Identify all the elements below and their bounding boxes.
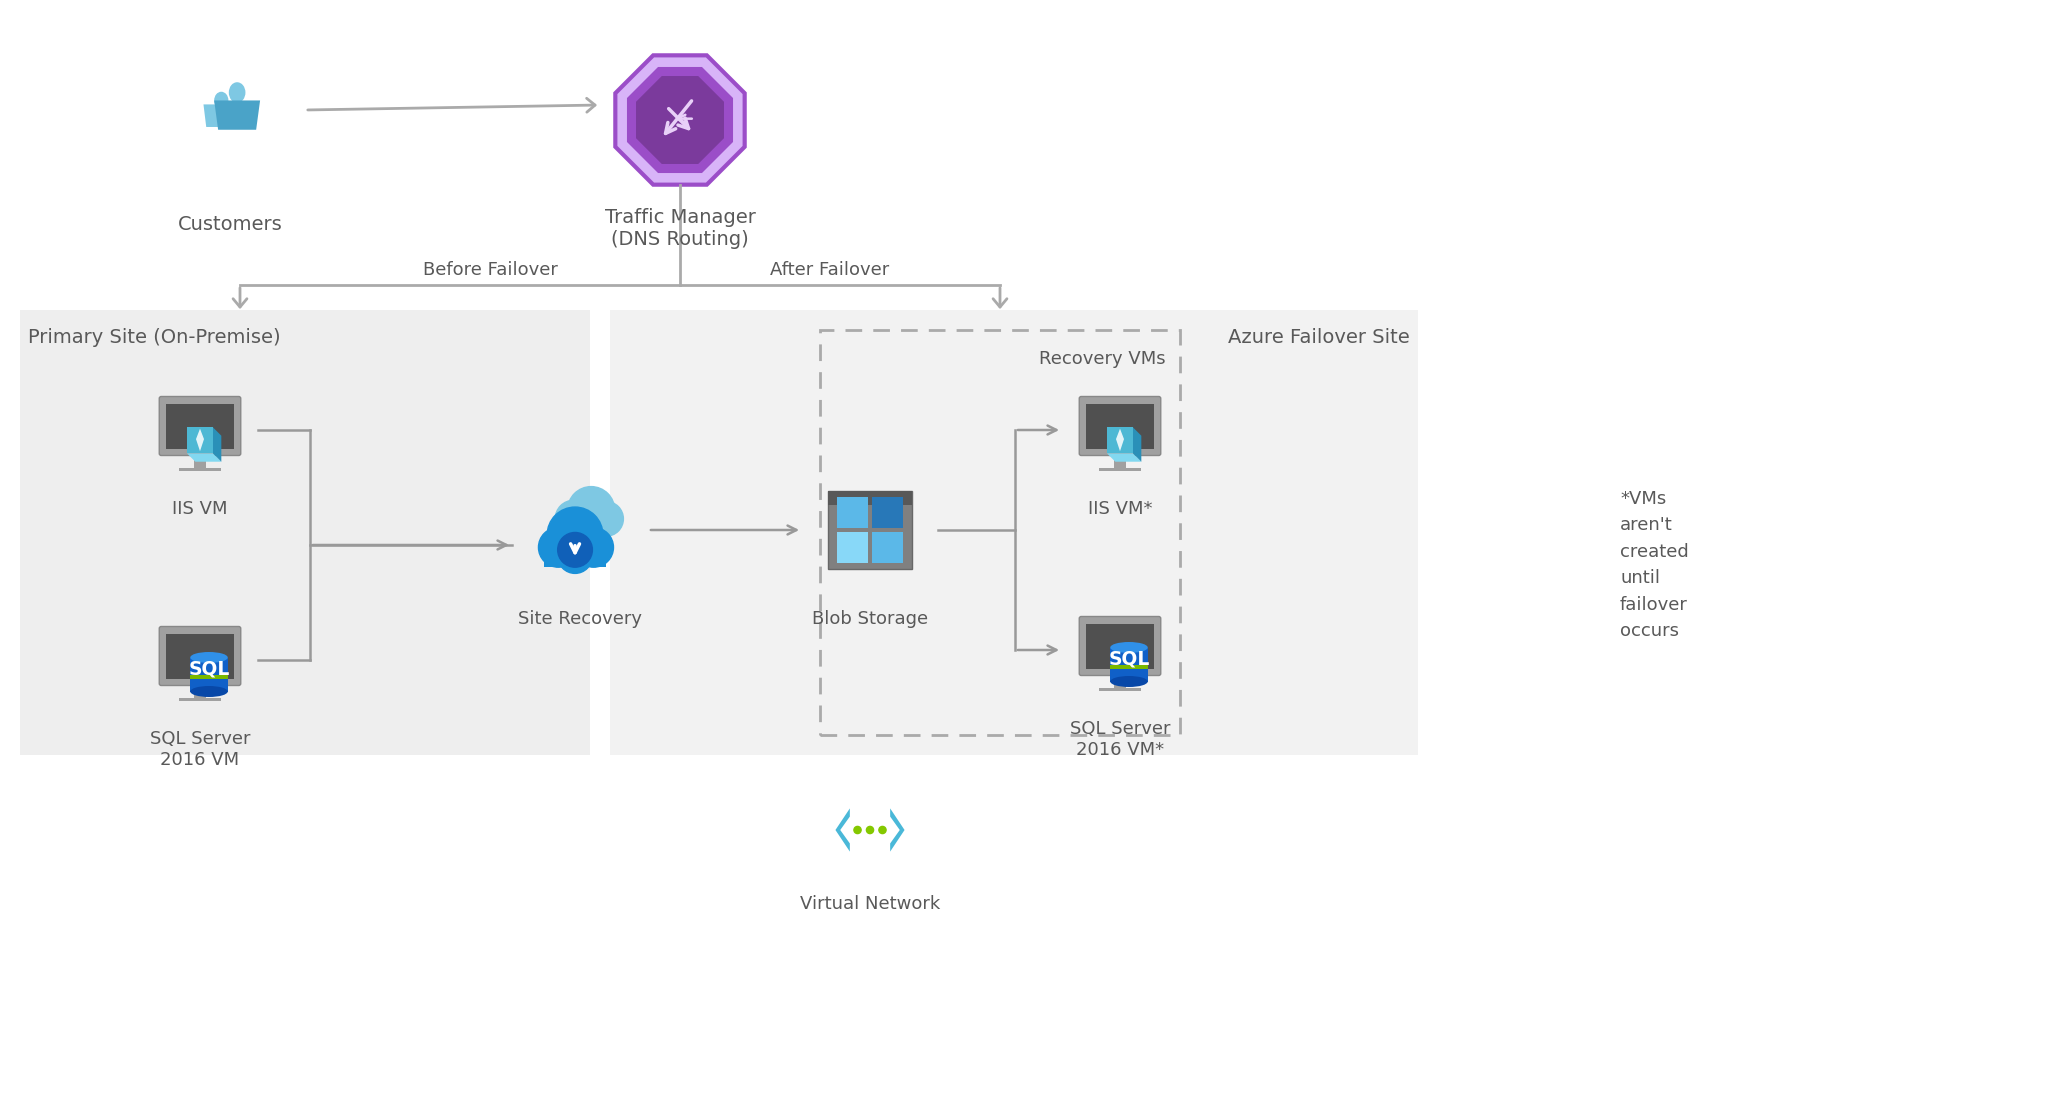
- Bar: [872, 497, 903, 528]
- Polygon shape: [197, 429, 205, 451]
- Bar: [195, 683, 207, 697]
- Polygon shape: [836, 808, 850, 851]
- Bar: [1085, 404, 1153, 449]
- Polygon shape: [203, 104, 240, 126]
- Bar: [827, 491, 911, 505]
- Polygon shape: [186, 453, 221, 462]
- Ellipse shape: [190, 652, 227, 663]
- Text: Blob Storage: Blob Storage: [811, 610, 928, 628]
- Polygon shape: [186, 428, 213, 453]
- Text: IIS VM: IIS VM: [172, 500, 227, 518]
- Bar: [819, 330, 1180, 735]
- Bar: [545, 553, 606, 568]
- Ellipse shape: [190, 686, 227, 697]
- Polygon shape: [637, 76, 725, 164]
- Text: *VMs
aren't
created
until
failover
occurs: *VMs aren't created until failover occur…: [1620, 490, 1690, 640]
- FancyBboxPatch shape: [160, 627, 242, 685]
- Bar: [20, 310, 590, 755]
- Bar: [1100, 688, 1141, 691]
- Bar: [838, 532, 868, 562]
- Bar: [1100, 468, 1141, 471]
- Bar: [178, 697, 221, 701]
- Text: SQL: SQL: [188, 660, 229, 679]
- Bar: [838, 497, 868, 528]
- Circle shape: [879, 826, 887, 834]
- Bar: [195, 453, 207, 468]
- Ellipse shape: [1110, 676, 1147, 688]
- Text: Primary Site (On-Premise): Primary Site (On-Premise): [29, 328, 281, 346]
- Text: After Failover: After Failover: [770, 261, 889, 279]
- Bar: [190, 658, 227, 692]
- Text: Azure Failover Site: Azure Failover Site: [1229, 328, 1409, 346]
- Ellipse shape: [229, 82, 246, 102]
- Bar: [166, 634, 233, 679]
- Bar: [178, 468, 221, 471]
- Circle shape: [539, 528, 578, 568]
- Text: SQL Server
2016 VM: SQL Server 2016 VM: [150, 730, 250, 769]
- Text: Traffic Manager
(DNS Routing): Traffic Manager (DNS Routing): [604, 208, 756, 249]
- Bar: [827, 491, 911, 569]
- Circle shape: [555, 500, 592, 538]
- Text: Site Recovery: Site Recovery: [518, 610, 641, 628]
- Bar: [1110, 648, 1147, 682]
- FancyBboxPatch shape: [1079, 616, 1161, 675]
- Bar: [610, 310, 1417, 755]
- Bar: [1110, 664, 1147, 669]
- Ellipse shape: [1110, 642, 1147, 653]
- Circle shape: [567, 486, 614, 534]
- Text: Recovery VMs: Recovery VMs: [1040, 350, 1165, 368]
- Bar: [1114, 453, 1126, 468]
- Circle shape: [557, 532, 592, 568]
- Bar: [190, 674, 227, 679]
- Circle shape: [573, 528, 614, 568]
- Bar: [872, 532, 903, 562]
- Text: SQL: SQL: [1108, 650, 1149, 669]
- Text: IIS VM*: IIS VM*: [1087, 500, 1153, 518]
- Polygon shape: [1133, 428, 1141, 462]
- Circle shape: [866, 826, 874, 834]
- Text: Customers: Customers: [178, 214, 283, 234]
- FancyBboxPatch shape: [1079, 396, 1161, 455]
- Bar: [166, 404, 233, 449]
- Text: Before Failover: Before Failover: [422, 261, 557, 279]
- Text: SQL Server
2016 VM*: SQL Server 2016 VM*: [1069, 720, 1169, 759]
- Polygon shape: [1108, 453, 1141, 462]
- Circle shape: [854, 826, 860, 834]
- Polygon shape: [1116, 429, 1124, 451]
- Polygon shape: [213, 428, 221, 462]
- Text: Virtual Network: Virtual Network: [801, 895, 940, 913]
- Circle shape: [557, 539, 592, 573]
- Polygon shape: [215, 100, 260, 130]
- FancyBboxPatch shape: [160, 396, 242, 455]
- Polygon shape: [891, 808, 905, 851]
- Polygon shape: [627, 67, 733, 173]
- Ellipse shape: [215, 91, 229, 109]
- Bar: [1114, 673, 1126, 688]
- Polygon shape: [1108, 428, 1133, 453]
- Circle shape: [588, 502, 623, 536]
- Circle shape: [547, 507, 602, 563]
- Polygon shape: [614, 55, 745, 185]
- Bar: [1085, 624, 1153, 669]
- Bar: [575, 530, 610, 538]
